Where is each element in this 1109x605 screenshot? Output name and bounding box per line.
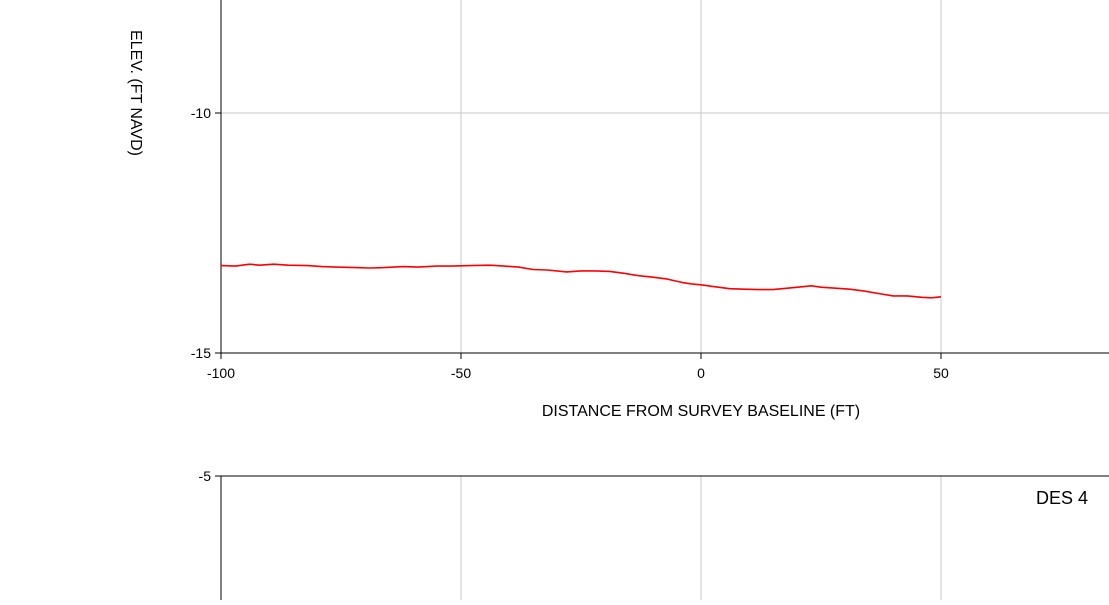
x-axis-title: DISTANCE FROM SURVEY BASELINE (FT) (542, 403, 860, 420)
x-tick-label: -50 (451, 365, 471, 381)
y-tick-label: -5 (199, 468, 212, 484)
chart-panel-bottom: -5 (199, 468, 1109, 600)
panel-label-des4: DES 4 (1036, 488, 1088, 508)
y-tick-label: -10 (191, 105, 211, 121)
x-tick-label: 50 (933, 365, 949, 381)
chart-panel-top: -15 -10 -100 -50 0 50 (191, 0, 1109, 381)
y-axis-title: ELEV. (FT NAVD) (127, 30, 144, 156)
x-tick-label: -100 (207, 365, 235, 381)
y-tick-label: -15 (191, 345, 211, 361)
profile-line (220, 263, 942, 299)
x-tick-label: 0 (697, 365, 705, 381)
